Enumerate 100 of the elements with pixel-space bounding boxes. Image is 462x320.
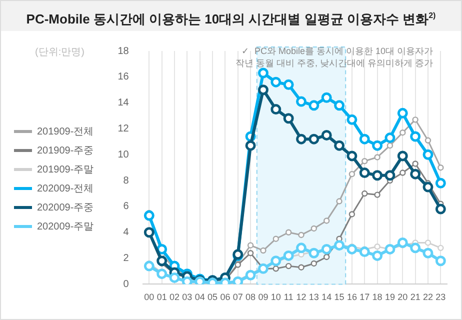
legend-label: 201909-주중	[37, 145, 94, 156]
y-axis-title: (단위:만명)	[35, 46, 84, 59]
point	[374, 192, 380, 198]
x-tick-label: 03	[182, 292, 192, 302]
annotation: 작년 동월 대비 주중, 낮시간대에 유의미하게 증가	[235, 58, 433, 68]
point	[422, 182, 434, 192]
point	[435, 256, 446, 266]
point	[372, 170, 383, 181]
point	[308, 248, 320, 258]
point	[272, 266, 279, 272]
point	[232, 276, 244, 284]
point	[422, 149, 434, 160]
point	[323, 254, 330, 260]
point	[245, 140, 256, 151]
point	[397, 108, 408, 118]
y-tick-label: 4	[123, 227, 130, 238]
y-tick-label: 6	[123, 201, 130, 212]
point	[346, 150, 358, 162]
point	[144, 260, 154, 272]
y-tick-label: 10	[118, 149, 130, 160]
point	[386, 142, 394, 149]
point	[321, 130, 332, 140]
point	[308, 134, 320, 144]
point	[247, 250, 254, 256]
point	[156, 268, 168, 280]
point	[310, 225, 318, 232]
x-tick-label: 18	[372, 292, 382, 302]
y-tick-label: 2	[123, 253, 130, 264]
x-tick-label: 07	[232, 292, 243, 302]
point	[258, 84, 268, 96]
x-tick-label: 04	[194, 292, 205, 302]
x-tick-label: 14	[322, 292, 332, 302]
x-tick-label: 08	[246, 292, 256, 302]
x-tick-label: 10	[270, 292, 281, 302]
point	[285, 262, 292, 270]
point	[435, 178, 446, 188]
point	[247, 242, 254, 248]
point	[270, 76, 282, 88]
point	[182, 276, 192, 284]
point	[422, 248, 434, 258]
point	[245, 270, 256, 280]
point	[272, 236, 279, 242]
point	[410, 242, 421, 254]
y-tick-label: 0	[123, 278, 130, 290]
x-tick-label: 15	[334, 292, 344, 302]
legend-label: 202009-전체	[37, 183, 94, 194]
point	[424, 137, 432, 144]
point	[258, 263, 268, 274]
point	[156, 256, 168, 266]
point	[323, 218, 330, 224]
point	[348, 211, 356, 218]
point	[283, 113, 294, 124]
point	[169, 272, 180, 283]
y-tick-label: 14	[118, 98, 130, 109]
point	[410, 131, 421, 142]
point	[424, 240, 432, 246]
point	[270, 256, 282, 266]
x-tick-label: 05	[208, 292, 218, 302]
y-tick-label: 12	[118, 123, 130, 134]
point	[359, 134, 370, 144]
x-tick-label: 00	[144, 292, 154, 302]
point	[156, 244, 168, 254]
point	[144, 227, 154, 238]
point	[321, 244, 332, 254]
x-tick-label: 09	[258, 292, 268, 302]
point	[438, 244, 444, 252]
point	[334, 240, 345, 251]
point	[296, 96, 306, 107]
point	[384, 170, 396, 181]
y-tick-label: 8	[123, 175, 130, 186]
x-tick-label: 02	[170, 292, 180, 302]
point	[321, 92, 332, 103]
point	[410, 168, 421, 180]
y-tick-label: 18	[118, 46, 130, 57]
point	[334, 100, 345, 111]
point	[346, 114, 358, 125]
point	[283, 250, 294, 261]
point	[435, 204, 446, 214]
point	[334, 140, 345, 151]
chart-title: PC-Mobile 동시간에 이용하는 10대의 시간대별 일평균 이용자수 변화$^{2)}$	[1, 1, 461, 31]
x-tick-label: 22	[422, 292, 433, 302]
x-tick-label: 12	[296, 292, 306, 302]
point	[359, 246, 370, 258]
point	[412, 116, 418, 123]
point	[283, 79, 294, 90]
point	[372, 250, 383, 261]
x-tick-label: 01	[156, 292, 167, 302]
point	[298, 264, 304, 270]
point	[359, 168, 370, 178]
point	[438, 164, 444, 171]
annotation: ✓ PC와 Mobile를 동시에 이용한 10대 이용자가	[241, 46, 433, 56]
x-tick-label: 23	[436, 292, 446, 302]
point	[346, 244, 358, 254]
point	[348, 170, 356, 178]
x-tick-label: 17	[360, 292, 370, 302]
x-tick-label: 19	[384, 292, 395, 302]
point	[308, 100, 320, 111]
point	[397, 150, 408, 162]
point	[374, 244, 380, 250]
legend-label: 202009-주말	[37, 221, 94, 232]
